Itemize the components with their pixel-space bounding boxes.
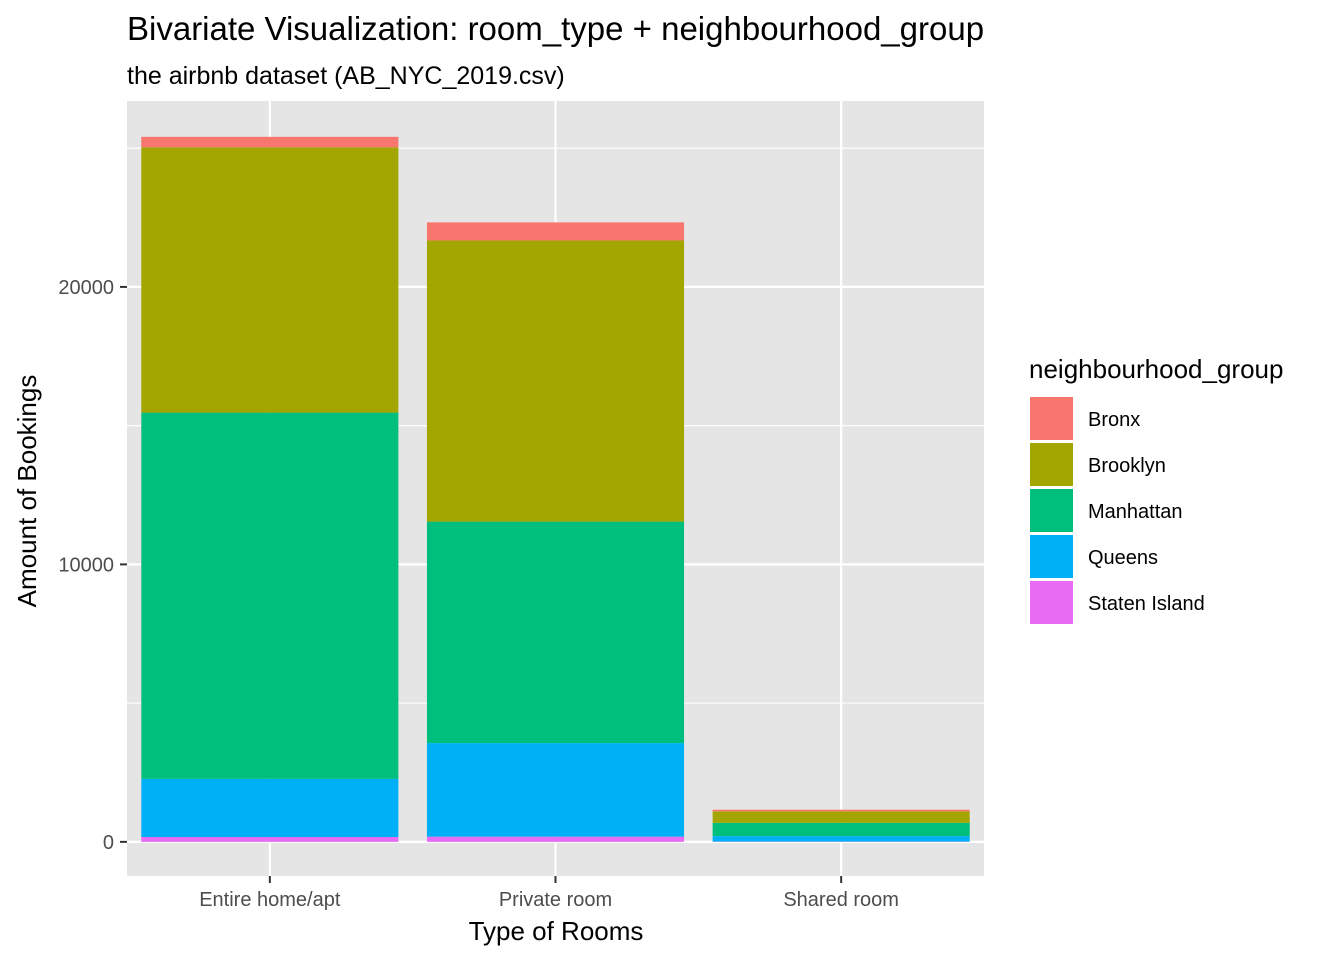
bar-segment-shared-room-bronx xyxy=(712,809,970,812)
legend-key-queens xyxy=(1030,535,1073,578)
legend-key-bronx xyxy=(1030,397,1073,440)
legend-label: Staten Island xyxy=(1088,593,1205,615)
legend-label: Brooklyn xyxy=(1088,455,1166,477)
bar-segment-entire-home-apt-manhattan xyxy=(141,412,399,779)
bar-stacks xyxy=(141,136,970,842)
legend-label: Queens xyxy=(1088,547,1158,569)
bar-segment-entire-home-apt-staten-island xyxy=(141,836,399,842)
bar-segment-private-room-staten-island xyxy=(426,836,685,842)
x-tick-label: Private room xyxy=(499,889,612,911)
x-axis: Entire home/apt Private room Shared room xyxy=(199,876,899,911)
x-tick-label: Shared room xyxy=(783,889,899,911)
y-tick-label: 10000 xyxy=(58,554,114,576)
chart-subtitle: the airbnb dataset (AB_NYC_2019.csv) xyxy=(127,62,565,90)
bar-segment-entire-home-apt-queens xyxy=(141,778,399,837)
bar-segment-private-room-queens xyxy=(426,743,685,837)
bar-segment-entire-home-apt-bronx xyxy=(141,136,399,148)
legend: neighbourhood_group Bronx Brooklyn Manhatt… xyxy=(1029,354,1283,624)
bar-segment-entire-home-apt-brooklyn xyxy=(141,147,399,413)
y-tick-label: 0 xyxy=(103,832,114,854)
bar-segment-private-room-manhattan xyxy=(426,521,685,744)
legend-key-brooklyn xyxy=(1030,443,1073,486)
legend-label: Bronx xyxy=(1088,409,1140,431)
x-tick-label: Entire home/apt xyxy=(199,889,341,911)
legend-title: neighbourhood_group xyxy=(1029,354,1283,384)
bar-segment-shared-room-manhattan xyxy=(712,822,970,837)
legend-key-staten-island xyxy=(1030,581,1073,624)
x-axis-title: Type of Rooms xyxy=(469,916,644,946)
y-tick-label: 20000 xyxy=(58,277,114,299)
y-axis-title: Amount of Bookings xyxy=(12,375,42,608)
legend-label: Manhattan xyxy=(1088,501,1183,523)
y-axis: 0 10000 20000 xyxy=(58,277,127,854)
chart-title: Bivariate Visualization: room_type + nei… xyxy=(127,10,984,47)
bar-segment-shared-room-queens xyxy=(712,836,970,842)
bar-segment-private-room-brooklyn xyxy=(426,240,685,522)
legend-key-manhattan xyxy=(1030,489,1073,532)
bar-segment-private-room-bronx xyxy=(426,222,685,241)
bar-segment-shared-room-brooklyn xyxy=(712,811,970,823)
